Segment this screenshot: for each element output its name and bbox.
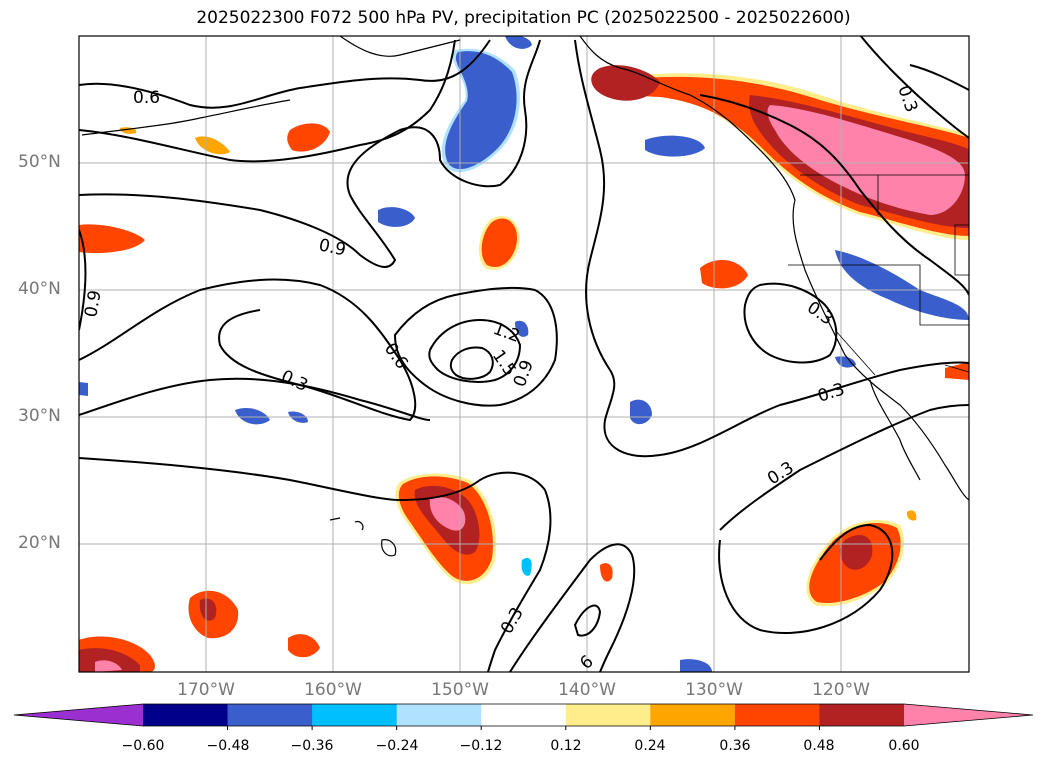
pv-contour-0.3-main	[79, 278, 417, 422]
precip-positive-fills	[79, 65, 969, 672]
coastline-hawaii	[329, 517, 341, 521]
state-borders	[788, 174, 969, 376]
pv-contour-1.5	[449, 346, 494, 380]
lat-label-20n: 20°N	[18, 533, 61, 553]
colorbar-tick-1: −0.60	[121, 738, 165, 754]
colorbar-tick-6: 0.12	[550, 738, 582, 754]
precip-blob-west-edge	[79, 224, 145, 254]
colorbar-extend-low	[14, 704, 143, 726]
colorbar-segment	[565, 704, 651, 726]
graticule	[79, 36, 969, 672]
colorbar-extend-high	[904, 704, 1033, 726]
pv-contour-0.6-trough	[79, 377, 431, 421]
colorbar-tick-8: 0.36	[719, 738, 751, 754]
coastline-baja	[869, 379, 921, 481]
colorbar-tick-4: −0.24	[375, 738, 419, 754]
colorbar-segment	[143, 704, 229, 726]
lat-label-50n: 50°N	[18, 152, 61, 172]
colorbar-segment	[650, 704, 736, 726]
pv-label-1: 0.6	[133, 88, 160, 108]
colorbar	[13, 703, 1034, 730]
lon-label-140w: 140°W	[558, 680, 616, 700]
lon-label-130w: 130°W	[685, 680, 743, 700]
colorbar-segment	[227, 704, 313, 726]
map-frame	[78, 35, 970, 673]
lon-label-170w: 170°W	[177, 680, 235, 700]
colorbar-segment	[481, 704, 567, 726]
colorbar-segment	[819, 704, 905, 726]
pv-contour-0.3-se	[719, 404, 969, 531]
pv-contours	[79, 36, 969, 672]
precip-negative-fills	[79, 36, 969, 672]
pv-contour-0.3-ridge	[574, 39, 969, 458]
pv-contour-0.3-south	[79, 457, 552, 672]
colorbar-tick-10: 0.60	[888, 738, 920, 754]
coastlines	[81, 36, 969, 557]
colorbar-segment	[396, 704, 482, 726]
precip-blob-pnw-pink	[767, 105, 965, 215]
map-title: 2025022300 F072 500 hPa PV, precipitatio…	[196, 8, 851, 28]
precip-neg-blob-california	[835, 250, 969, 320]
colorbar-tick-5: −0.12	[459, 738, 503, 754]
colorbar-tick-7: 0.24	[634, 738, 666, 754]
colorbar-segment	[312, 704, 398, 726]
lon-label-120w: 120°W	[812, 680, 870, 700]
colorbar-tick-9: 0.48	[803, 738, 835, 754]
pv-contour-0.9-main	[79, 39, 541, 268]
lon-label-160w: 160°W	[304, 680, 362, 700]
map-area: 0.6 0.9 0.9 0.6 0.3 1.2 1.5 0.9 0.3 0.3 …	[79, 36, 969, 672]
precip-blob-gulf-ak	[591, 65, 660, 101]
coastline-north-america	[579, 36, 969, 501]
pv-contour-0.9-north	[79, 39, 456, 163]
pv-contour-cutoff-low	[743, 282, 838, 364]
colorbar-segment	[734, 704, 820, 726]
colorbar-tick-2: −0.48	[206, 738, 250, 754]
pv-contour-0.6-loop	[79, 229, 87, 331]
colorbar-tick-3: −0.36	[290, 738, 334, 754]
pv-contour-0.3-baja-loop	[718, 523, 894, 634]
lon-label-150w: 150°W	[431, 680, 489, 700]
pv-contour-1.2	[428, 318, 522, 383]
lat-label-40n: 40°N	[18, 279, 61, 299]
pv-label-3: 0.9	[81, 289, 105, 319]
lat-label-30n: 30°N	[18, 406, 61, 426]
colorbar-outline	[13, 703, 1034, 727]
pv-contour-0.9-trough	[393, 286, 558, 407]
pv-contour-0.3-east	[699, 94, 969, 296]
coastline-aleutians	[81, 99, 291, 136]
pv-contour-0.6-north	[79, 39, 491, 109]
